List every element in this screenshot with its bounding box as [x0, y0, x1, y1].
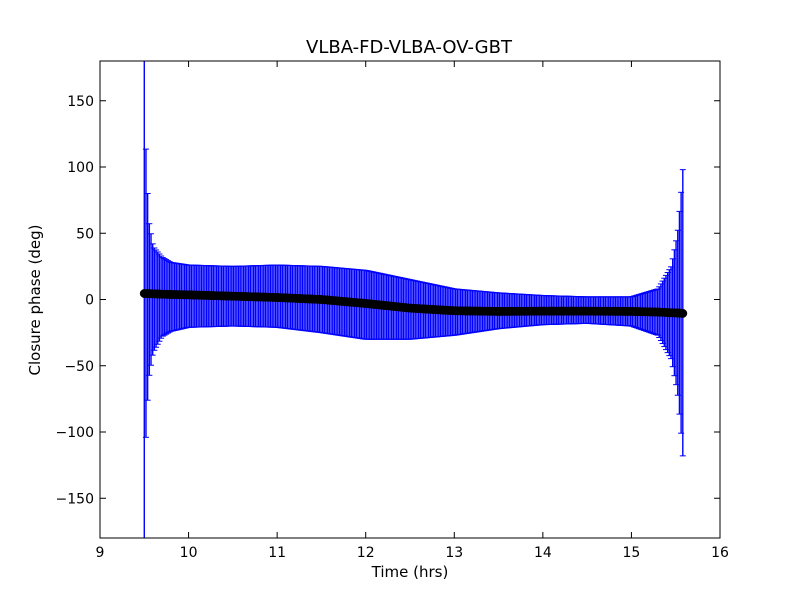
- x-tick-label: 10: [180, 545, 198, 561]
- y-tick-label: 100: [67, 160, 94, 176]
- y-tick-label: 150: [67, 94, 94, 110]
- x-tick-label: 16: [711, 545, 729, 561]
- y-tick-label: 50: [76, 226, 94, 242]
- x-tick-label: 13: [445, 545, 463, 561]
- data-point: [678, 308, 688, 318]
- y-axis-label: Closure phase (deg): [26, 225, 44, 376]
- axis-ticks: 9 10 11 12 13 14 15 16 −150 −100 −50 0 50 100 150: [56, 61, 729, 561]
- x-tick-label: 9: [96, 545, 105, 561]
- x-tick-label: 14: [534, 545, 552, 561]
- chart-title: VLBA-FD-VLBA-OV-GBT: [306, 37, 513, 58]
- data-points-series-0: [139, 289, 688, 318]
- x-tick-label: 11: [268, 545, 286, 561]
- x-tick-label: 12: [357, 545, 375, 561]
- x-axis-label: Time (hrs): [371, 563, 449, 581]
- y-tick-label: 0: [85, 293, 94, 309]
- plot-area: [139, 61, 688, 538]
- y-tick-label: −100: [56, 425, 94, 441]
- y-tick-label: −150: [56, 491, 94, 507]
- y-tick-label: −50: [64, 359, 94, 375]
- x-tick-label: 15: [623, 545, 641, 561]
